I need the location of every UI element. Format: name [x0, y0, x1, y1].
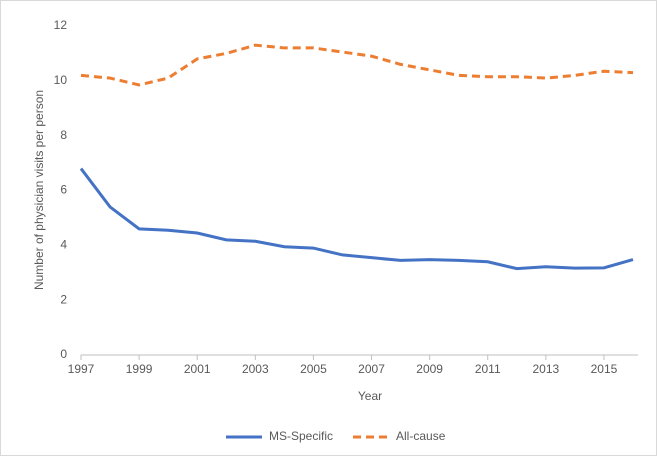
x-tick-label: 2009 — [416, 362, 443, 376]
y-tick-label: 0 — [60, 347, 67, 361]
x-tick-label: 1997 — [68, 362, 95, 376]
y-tick-label: 12 — [54, 18, 68, 32]
y-tick-label: 6 — [60, 183, 67, 197]
y-axis-label: Number of physician visits per person — [32, 90, 46, 290]
x-tick-label: 2007 — [358, 362, 385, 376]
legend-label: All-cause — [396, 429, 446, 443]
y-tick-label: 8 — [60, 128, 67, 142]
y-tick-label: 4 — [60, 238, 67, 252]
data-line — [80, 43, 634, 87]
legend-label: MS-Specific — [269, 429, 333, 443]
x-tick-label: 2013 — [532, 362, 559, 376]
x-axis-label: Year — [358, 389, 382, 403]
x-tick-label: 2003 — [242, 362, 269, 376]
data-line — [79, 167, 634, 271]
x-tick-label: 2015 — [591, 362, 618, 376]
x-tick-label: 2005 — [300, 362, 327, 376]
x-tick-label: 2001 — [184, 362, 211, 376]
x-tick-label: 2011 — [475, 362, 501, 376]
y-tick-label: 10 — [54, 73, 68, 87]
x-tick-label: 1999 — [126, 362, 153, 376]
y-tick-label: 2 — [60, 292, 67, 306]
